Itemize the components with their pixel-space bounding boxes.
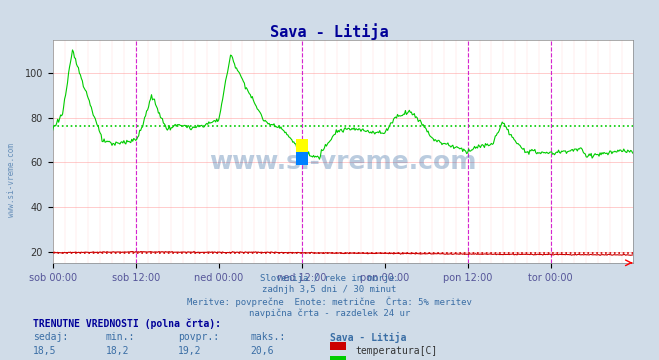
Text: Sava - Litija: Sava - Litija bbox=[330, 332, 406, 343]
Text: min.:: min.: bbox=[105, 332, 135, 342]
Bar bbox=[296, 152, 308, 165]
Text: temperatura[C]: temperatura[C] bbox=[356, 346, 438, 356]
Text: 18,5: 18,5 bbox=[33, 346, 57, 356]
Text: sedaj:: sedaj: bbox=[33, 332, 68, 342]
Text: www.si-vreme.com: www.si-vreme.com bbox=[7, 143, 16, 217]
Text: Sava - Litija: Sava - Litija bbox=[270, 23, 389, 40]
Text: 20,6: 20,6 bbox=[250, 346, 274, 356]
Text: povpr.:: povpr.: bbox=[178, 332, 219, 342]
Text: navpična črta - razdelek 24 ur: navpična črta - razdelek 24 ur bbox=[249, 308, 410, 318]
Text: zadnjh 3,5 dni / 30 minut: zadnjh 3,5 dni / 30 minut bbox=[262, 285, 397, 294]
Text: 18,2: 18,2 bbox=[105, 346, 129, 356]
Text: 19,2: 19,2 bbox=[178, 346, 202, 356]
Bar bbox=[296, 139, 308, 154]
Text: Meritve: povprečne  Enote: metrične  Črta: 5% meritev: Meritve: povprečne Enote: metrične Črta:… bbox=[187, 297, 472, 307]
Text: TRENUTNE VREDNOSTI (polna črta):: TRENUTNE VREDNOSTI (polna črta): bbox=[33, 319, 221, 329]
Text: maks.:: maks.: bbox=[250, 332, 285, 342]
Text: Slovenija / reke in morje.: Slovenija / reke in morje. bbox=[260, 274, 399, 283]
Text: www.si-vreme.com: www.si-vreme.com bbox=[209, 150, 476, 174]
